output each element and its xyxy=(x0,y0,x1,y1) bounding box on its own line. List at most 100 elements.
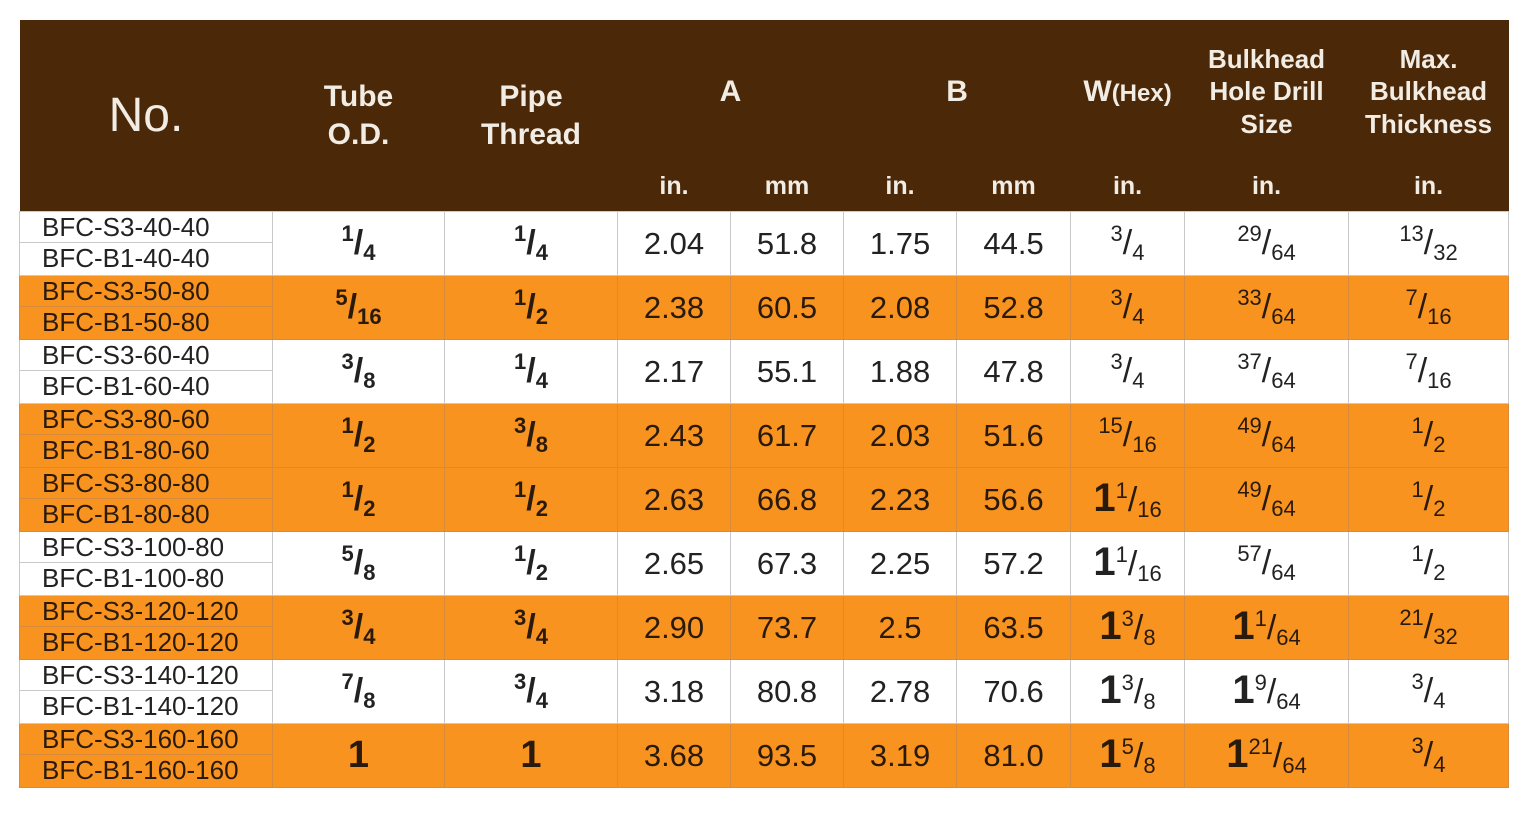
fraction-slash: / xyxy=(1261,416,1272,454)
fraction-num: 49 xyxy=(1237,477,1262,502)
fraction-num: 49 xyxy=(1237,413,1262,438)
fraction-den: 64 xyxy=(1282,753,1307,778)
model-cell: BFC-S3-100-80 BFC-B1-100-80 xyxy=(19,531,273,596)
model-number: BFC-B1-60-40 xyxy=(42,371,210,401)
thickness-cell: 1/2 xyxy=(1348,531,1510,596)
fraction-num: 29 xyxy=(1237,221,1262,246)
b-mm-cell: 44.5 xyxy=(956,211,1072,276)
tube-od-cell: 3/8 xyxy=(272,339,445,404)
model-number: BFC-S3-80-60 xyxy=(20,404,272,435)
fraction-slash: / xyxy=(1423,736,1434,774)
fraction-num: 21 xyxy=(1399,605,1424,630)
b-in-cell: 3.19 xyxy=(843,723,958,788)
a-in-cell: 2.43 xyxy=(617,403,731,468)
fraction-whole: 1 xyxy=(1093,476,1116,520)
fraction-num: 5 xyxy=(335,285,348,310)
thickness-cell: 1/2 xyxy=(1348,467,1510,532)
fraction-num: 1 xyxy=(341,413,354,438)
fraction-num: 7 xyxy=(1405,285,1418,310)
fraction-slash: / xyxy=(526,352,536,390)
fraction-slash: / xyxy=(1417,288,1428,326)
table-row: BFC-S3-100-80 BFC-B1-100-80 5/8 1/2 2.65 67.3… xyxy=(19,531,1510,596)
tube-od-cell: 5/16 xyxy=(272,275,445,340)
fraction-slash: / xyxy=(1423,544,1434,582)
model-cell: BFC-S3-140-120 BFC-B1-140-120 xyxy=(19,659,273,724)
fraction-num: 3 xyxy=(341,349,354,374)
fraction-slash: / xyxy=(1122,224,1133,262)
fraction-slash: / xyxy=(526,608,536,646)
fraction-num: 1 xyxy=(341,221,354,246)
model-cell: BFC-S3-120-120 BFC-B1-120-120 xyxy=(19,595,273,660)
model-number: BFC-S3-50-80 xyxy=(20,276,272,307)
b-mm-cell: 56.6 xyxy=(956,467,1072,532)
fraction-num: 5 xyxy=(341,541,354,566)
fraction-num: 3 xyxy=(1110,221,1123,246)
fraction-den: 16 xyxy=(1427,368,1452,393)
fraction-den: 64 xyxy=(1276,625,1301,650)
fraction-slash: / xyxy=(526,544,536,582)
fraction-num: 3 xyxy=(514,669,527,694)
model-cell: BFC-S3-40-40 BFC-B1-40-40 xyxy=(19,211,273,276)
fraction-slash: / xyxy=(1272,737,1283,775)
a-in-cell: 3.18 xyxy=(617,659,731,724)
model-number: BFC-S3-120-120 xyxy=(20,596,272,627)
table-row: BFC-S3-40-40 BFC-B1-40-40 1/4 1/4 2.04 51.8 1.… xyxy=(19,211,1510,276)
model-number: BFC-B1-140-120 xyxy=(42,691,239,721)
model-number: BFC-S3-140-120 xyxy=(20,660,272,691)
fraction-slash: / xyxy=(353,416,364,454)
a-mm-cell: 67.3 xyxy=(729,531,845,596)
fraction-den: 8 xyxy=(1143,753,1156,778)
fraction-den: 64 xyxy=(1271,304,1296,329)
fraction-whole: 1 xyxy=(1232,668,1255,712)
hole-drill-cell: 29/64 xyxy=(1184,211,1350,276)
table-row: BFC-S3-160-160 BFC-B1-160-160 1 1 3.68 93.5 3.… xyxy=(19,723,1510,788)
fraction-slash: / xyxy=(1122,416,1133,454)
model-number: BFC-B1-40-40 xyxy=(42,243,210,273)
model-number: BFC-S3-160-160 xyxy=(20,724,272,755)
fraction-slash: / xyxy=(1127,481,1138,519)
a-in-cell: 3.68 xyxy=(617,723,731,788)
b-in-cell: 2.08 xyxy=(843,275,958,340)
fraction-num: 1 xyxy=(1411,541,1424,566)
fraction-slash: / xyxy=(1122,352,1133,390)
thickness-cell: 3/4 xyxy=(1348,723,1510,788)
fraction-slash: / xyxy=(1261,224,1272,262)
fraction-den: 2 xyxy=(1433,560,1446,585)
fraction-den: 4 xyxy=(535,688,548,713)
fraction-den: 64 xyxy=(1271,240,1296,265)
fraction-slash: / xyxy=(353,608,364,646)
model-number: BFC-S3-100-80 xyxy=(20,532,272,563)
fraction-slash: / xyxy=(1423,224,1434,262)
fraction-num: 1 xyxy=(514,285,527,310)
model-cell: BFC-S3-50-80 BFC-B1-50-80 xyxy=(19,275,273,340)
b-in-cell: 2.25 xyxy=(843,531,958,596)
b-in-cell: 2.78 xyxy=(843,659,958,724)
fraction-den: 16 xyxy=(357,304,382,329)
fraction-den: 4 xyxy=(1132,304,1145,329)
model-number: BFC-B1-50-80 xyxy=(42,307,210,337)
table-row: BFC-S3-120-120 BFC-B1-120-120 3/4 3/4 2.90 73… xyxy=(19,595,1510,660)
tube-od-cell: 3/4 xyxy=(272,595,445,660)
header-tube-od: Tube O.D. xyxy=(272,20,445,212)
fraction-den: 32 xyxy=(1433,624,1458,649)
fraction-num: 1 xyxy=(341,477,354,502)
fraction-num: 3 xyxy=(514,413,527,438)
fraction-slash: / xyxy=(1417,352,1428,390)
spec-table-container: No. Tube O.D. Pipe Thread A B W(Hex) Bulkh… xyxy=(19,20,1510,788)
fraction-num: 13 xyxy=(1399,221,1424,246)
header-a: A xyxy=(617,20,844,163)
table-row: BFC-S3-80-80 BFC-B1-80-80 1/2 1/2 2.63 66.8 2.… xyxy=(19,467,1510,532)
pipe-thread-cell: 1/2 xyxy=(444,467,618,532)
a-mm-cell: 93.5 xyxy=(729,723,845,788)
unit-w-in: in. xyxy=(1070,163,1185,212)
fraction-den: 2 xyxy=(1433,496,1446,521)
b-mm-cell: 51.6 xyxy=(956,403,1072,468)
unit-a-mm: mm xyxy=(730,163,844,212)
fraction-den: 2 xyxy=(363,432,376,457)
fraction-den: 8 xyxy=(363,688,376,713)
fraction-num: 1 xyxy=(514,221,527,246)
hole-drill-cell: 11/64 xyxy=(1184,595,1350,660)
fraction-slash: / xyxy=(1133,609,1144,647)
b-mm-cell: 52.8 xyxy=(956,275,1072,340)
model-cell: BFC-S3-80-80 BFC-B1-80-80 xyxy=(19,467,273,532)
